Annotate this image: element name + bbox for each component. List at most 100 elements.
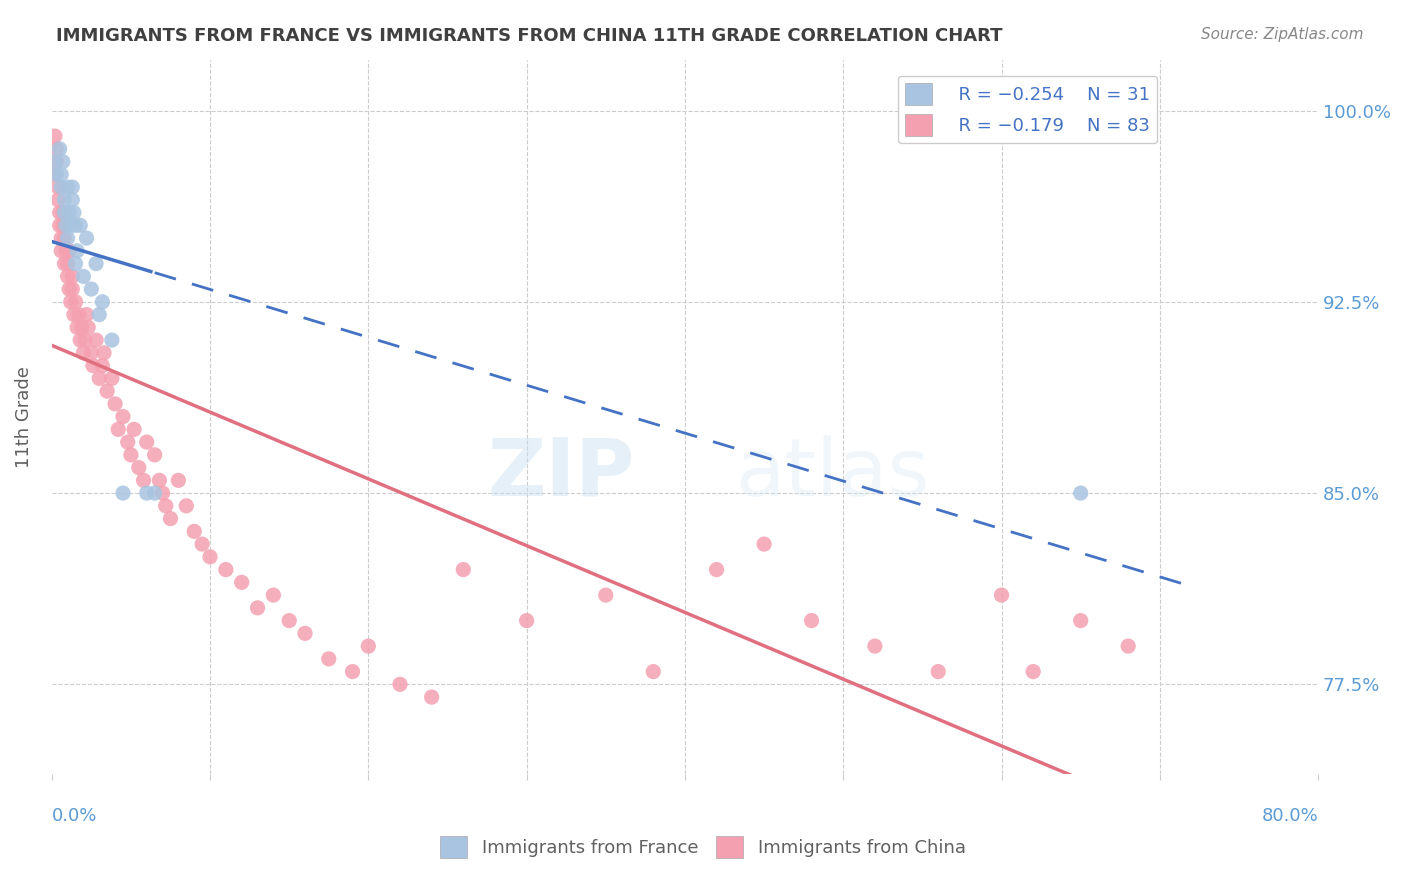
- Point: [45, 167, 67, 181]
- Point: [278, 614, 301, 628]
- Point: [176, 499, 198, 513]
- Point: [357, 639, 380, 653]
- Point: [63, 205, 86, 219]
- Point: [91, 359, 114, 373]
- Point: [143, 448, 166, 462]
- Point: [231, 575, 253, 590]
- Point: [76, 308, 98, 322]
- Legend:   R = −0.254    N = 31,   R = −0.179    N = 83: R = −0.254 N = 31, R = −0.179 N = 83: [898, 76, 1157, 144]
- Point: [1070, 614, 1092, 628]
- Text: ZIP: ZIP: [486, 434, 634, 513]
- Point: [53, 257, 76, 271]
- Point: [60, 282, 83, 296]
- Point: [58, 205, 80, 219]
- Text: atlas: atlas: [735, 434, 929, 513]
- Point: [246, 600, 269, 615]
- Point: [122, 422, 145, 436]
- Point: [111, 486, 134, 500]
- Point: [1116, 639, 1139, 653]
- Point: [89, 371, 111, 385]
- Point: [1022, 665, 1045, 679]
- Point: [198, 549, 221, 564]
- Point: [65, 294, 87, 309]
- Point: [111, 409, 134, 424]
- Point: [51, 244, 73, 258]
- Point: [1070, 486, 1092, 500]
- Point: [863, 639, 886, 653]
- Point: [101, 333, 124, 347]
- Point: [388, 677, 411, 691]
- Point: [60, 269, 83, 284]
- Point: [58, 244, 80, 258]
- Point: [53, 193, 76, 207]
- Point: [44, 129, 66, 144]
- Point: [48, 219, 70, 233]
- Point: [44, 154, 66, 169]
- Point: [52, 154, 75, 169]
- Text: 0.0%: 0.0%: [52, 806, 97, 825]
- Point: [107, 422, 129, 436]
- Point: [215, 563, 238, 577]
- Point: [56, 269, 79, 284]
- Point: [65, 219, 87, 233]
- Point: [70, 320, 93, 334]
- Point: [91, 294, 114, 309]
- Point: [516, 614, 538, 628]
- Point: [152, 486, 174, 500]
- Point: [42, 167, 65, 181]
- Point: [294, 626, 316, 640]
- Point: [120, 448, 142, 462]
- Point: [595, 588, 617, 602]
- Point: [159, 511, 181, 525]
- Point: [60, 180, 83, 194]
- Point: [752, 537, 775, 551]
- Point: [82, 359, 104, 373]
- Point: [59, 219, 82, 233]
- Point: [48, 142, 70, 156]
- Point: [104, 397, 127, 411]
- Point: [69, 333, 91, 347]
- Point: [84, 333, 107, 347]
- Point: [191, 537, 214, 551]
- Point: [72, 269, 94, 284]
- Point: [132, 474, 155, 488]
- Point: [183, 524, 205, 539]
- Point: [66, 244, 89, 258]
- Point: [155, 499, 177, 513]
- Point: [89, 308, 111, 322]
- Point: [48, 205, 70, 219]
- Y-axis label: 11th Grade: 11th Grade: [15, 366, 32, 467]
- Point: [51, 231, 73, 245]
- Point: [63, 308, 86, 322]
- Point: [101, 371, 124, 385]
- Text: IMMIGRANTS FROM FRANCE VS IMMIGRANTS FROM CHINA 11TH GRADE CORRELATION CHART: IMMIGRANTS FROM FRANCE VS IMMIGRANTS FRO…: [56, 27, 1002, 45]
- Point: [80, 346, 103, 360]
- Point: [46, 193, 69, 207]
- Point: [51, 167, 73, 181]
- Point: [148, 474, 170, 488]
- Point: [706, 563, 728, 577]
- Point: [53, 231, 76, 245]
- Point: [927, 665, 949, 679]
- Point: [96, 384, 118, 398]
- Point: [66, 320, 89, 334]
- Point: [262, 588, 284, 602]
- Point: [420, 690, 443, 704]
- Point: [45, 154, 67, 169]
- Point: [45, 142, 67, 156]
- Point: [55, 244, 77, 258]
- Point: [51, 180, 73, 194]
- Point: [117, 435, 139, 450]
- Point: [56, 180, 79, 194]
- Point: [53, 205, 76, 219]
- Point: [453, 563, 475, 577]
- Point: [46, 180, 69, 194]
- Legend: Immigrants from France, Immigrants from China: Immigrants from France, Immigrants from …: [433, 829, 973, 865]
- Point: [128, 460, 150, 475]
- Point: [56, 257, 79, 271]
- Point: [167, 474, 190, 488]
- Point: [52, 205, 75, 219]
- Point: [77, 320, 100, 334]
- Point: [55, 219, 77, 233]
- Point: [72, 346, 94, 360]
